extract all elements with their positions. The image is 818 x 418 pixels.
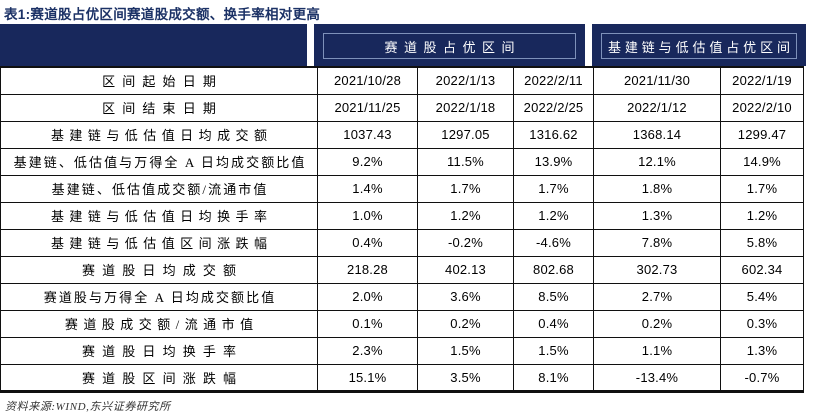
row-label-cell: 赛道股区间涨跌幅: [0, 363, 318, 392]
value-cell: 1.0%: [317, 201, 418, 230]
table-row: 赛道股成交额/流通市值 0.1% 0.2% 0.4% 0.2% 0.3%: [0, 309, 804, 338]
table-row: 区间结束日期 2021/11/25 2022/1/18 2022/2/25 20…: [0, 93, 804, 122]
value-cell: 0.4%: [513, 309, 594, 338]
value-cell: -13.4%: [593, 363, 721, 392]
table-row: 赛道股区间涨跌幅 15.1% 3.5% 8.1% -13.4% -0.7%: [0, 363, 804, 392]
value-cell: 2022/2/25: [513, 93, 594, 122]
value-cell: 2021/11/30: [593, 66, 721, 95]
header-gap: [307, 24, 314, 66]
row-label-cell: 区间起始日期: [0, 66, 318, 95]
value-cell: 11.5%: [417, 147, 514, 176]
value-cell: 3.6%: [417, 282, 514, 311]
value-cell: 2022/2/11: [513, 66, 594, 95]
table-row: 赛道股日均换手率 2.3% 1.5% 1.5% 1.1% 1.3%: [0, 336, 804, 365]
table-row: 赛道股与万得全 A 日均成交额比值 2.0% 3.6% 8.5% 2.7% 5.…: [0, 282, 804, 311]
row-label-cell: 基建链与低估值日均换手率: [0, 201, 318, 230]
value-cell: 1.1%: [593, 336, 721, 365]
value-cell: 12.1%: [593, 147, 721, 176]
row-label-cell: 赛道股成交额/流通市值: [0, 309, 318, 338]
value-cell: 2.0%: [317, 282, 418, 311]
column-group-infra-lowvalue: 基建链与低估值占优区间: [592, 24, 806, 66]
value-cell: 5.4%: [720, 282, 804, 311]
value-cell: 602.34: [720, 255, 804, 284]
column-group-box: 基建链与低估值占优区间: [601, 33, 797, 59]
value-cell: 1.8%: [593, 174, 721, 203]
column-group-label: 基建链与低估值占优区间: [607, 39, 794, 55]
row-label-cell: 赛道股日均换手率: [0, 336, 318, 365]
table-title: 表1:赛道股占优区间赛道股成交额、换手率相对更高: [4, 7, 321, 22]
value-cell: 2.7%: [593, 282, 721, 311]
value-cell: 1037.43: [317, 120, 418, 149]
value-cell: 7.8%: [593, 228, 721, 257]
value-cell: 9.2%: [317, 147, 418, 176]
value-cell: 8.1%: [513, 363, 594, 392]
table-row: 基建链、低估值成交额/流通市值 1.4% 1.7% 1.7% 1.8% 1.7%: [0, 174, 804, 203]
value-cell: 2.3%: [317, 336, 418, 365]
value-cell: 1.5%: [417, 336, 514, 365]
table-row: 区间起始日期 2021/10/28 2022/1/13 2022/2/11 20…: [0, 66, 804, 95]
value-cell: 2021/10/28: [317, 66, 418, 95]
value-cell: 0.4%: [317, 228, 418, 257]
value-cell: 2022/1/13: [417, 66, 514, 95]
value-cell: 13.9%: [513, 147, 594, 176]
table-row: 基建链与低估值区间涨跌幅 0.4% -0.2% -4.6% 7.8% 5.8%: [0, 228, 804, 257]
row-label-cell: 赛道股与万得全 A 日均成交额比值: [0, 282, 318, 311]
value-cell: 1368.14: [593, 120, 721, 149]
data-table: 区间起始日期 2021/10/28 2022/1/13 2022/2/11 20…: [0, 66, 804, 393]
value-cell: 1297.05: [417, 120, 514, 149]
value-cell: 2022/2/10: [720, 93, 804, 122]
value-cell: 1.7%: [513, 174, 594, 203]
value-cell: 1.7%: [417, 174, 514, 203]
value-cell: -0.2%: [417, 228, 514, 257]
row-label-cell: 区间结束日期: [0, 93, 318, 122]
row-label-cell: 基建链与低估值区间涨跌幅: [0, 228, 318, 257]
column-group-box: 赛道股占优区间: [323, 33, 576, 59]
table-row: 基建链、低估值与万得全 A 日均成交额比值 9.2% 11.5% 13.9% 1…: [0, 147, 804, 176]
value-cell: 0.1%: [317, 309, 418, 338]
value-cell: 1.2%: [417, 201, 514, 230]
table-body: 区间起始日期 2021/10/28 2022/1/13 2022/2/11 20…: [0, 66, 804, 392]
value-cell: 1.5%: [513, 336, 594, 365]
source-note: 资料来源:WIND,东兴证券研究所: [5, 401, 171, 413]
value-cell: 2022/1/19: [720, 66, 804, 95]
header-label-spacer: [0, 24, 307, 66]
value-cell: 2022/1/18: [417, 93, 514, 122]
value-cell: 3.5%: [417, 363, 514, 392]
column-group-track-stocks: 赛道股占优区间: [314, 24, 585, 66]
value-cell: 0.3%: [720, 309, 804, 338]
value-cell: 15.1%: [317, 363, 418, 392]
value-cell: 1.3%: [720, 336, 804, 365]
value-cell: 8.5%: [513, 282, 594, 311]
header-gap: [585, 24, 592, 66]
value-cell: 1.4%: [317, 174, 418, 203]
column-group-label: 赛道股占优区间: [384, 39, 521, 55]
value-cell: 2021/11/25: [317, 93, 418, 122]
value-cell: 1.2%: [720, 201, 804, 230]
value-cell: 0.2%: [593, 309, 721, 338]
table-row: 基建链与低估值日均换手率 1.0% 1.2% 1.2% 1.3% 1.2%: [0, 201, 804, 230]
value-cell: 1.7%: [720, 174, 804, 203]
value-cell: 218.28: [317, 255, 418, 284]
table-header-band: 赛道股占优区间 基建链与低估值占优区间: [0, 24, 806, 66]
value-cell: 1316.62: [513, 120, 594, 149]
row-label-cell: 基建链、低估值与万得全 A 日均成交额比值: [0, 147, 318, 176]
value-cell: 2022/1/12: [593, 93, 721, 122]
value-cell: 1.3%: [593, 201, 721, 230]
value-cell: 302.73: [593, 255, 721, 284]
value-cell: 402.13: [417, 255, 514, 284]
value-cell: -4.6%: [513, 228, 594, 257]
row-label-cell: 基建链、低估值成交额/流通市值: [0, 174, 318, 203]
value-cell: -0.7%: [720, 363, 804, 392]
row-label-cell: 基建链与低估值日均成交额: [0, 120, 318, 149]
table-row: 基建链与低估值日均成交额 1037.43 1297.05 1316.62 136…: [0, 120, 804, 149]
value-cell: 5.8%: [720, 228, 804, 257]
table-row: 赛道股日均成交额 218.28 402.13 802.68 302.73 602…: [0, 255, 804, 284]
value-cell: 14.9%: [720, 147, 804, 176]
value-cell: 802.68: [513, 255, 594, 284]
value-cell: 1299.47: [720, 120, 804, 149]
row-label-cell: 赛道股日均成交额: [0, 255, 318, 284]
value-cell: 0.2%: [417, 309, 514, 338]
value-cell: 1.2%: [513, 201, 594, 230]
